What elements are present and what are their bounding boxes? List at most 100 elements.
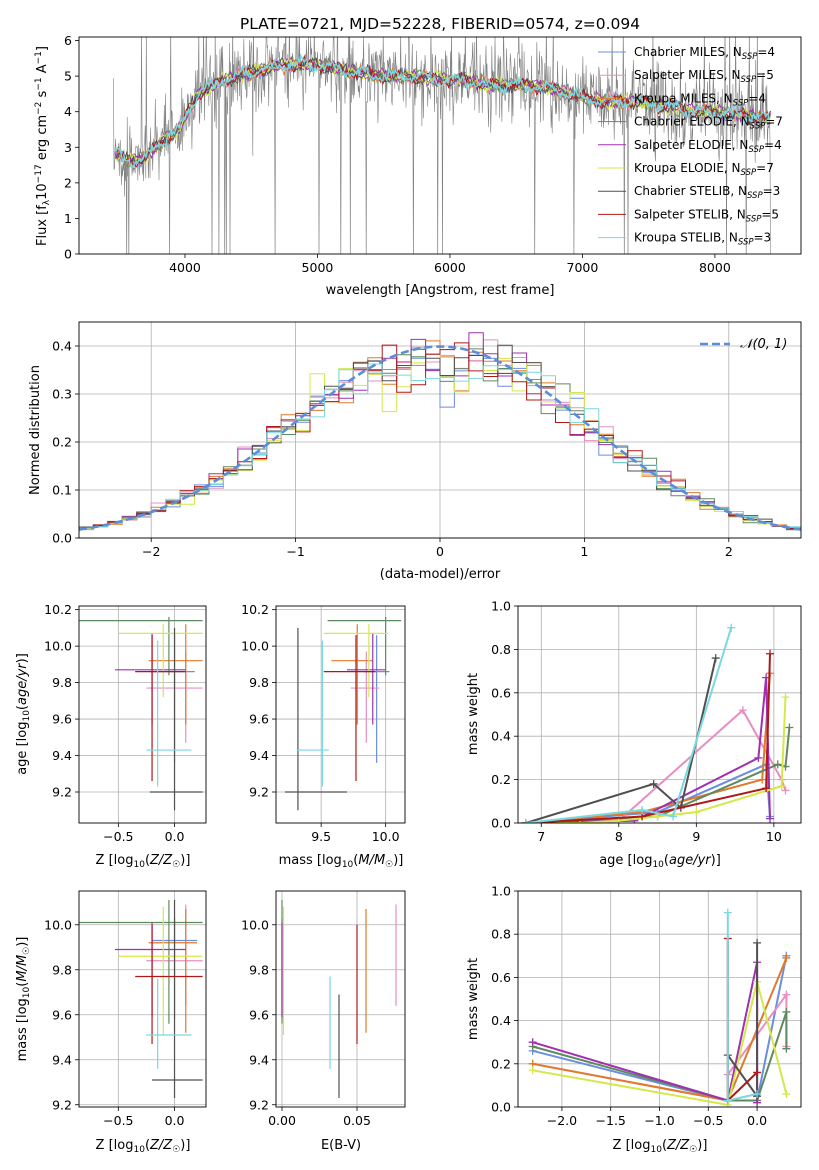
x-axis-label-part: M/M [358, 853, 385, 868]
axes-border [78, 890, 207, 1108]
legend-entry: Chabrier ELODIE, NSSP=7 [634, 115, 783, 132]
x-axis-label-part: 10 [342, 860, 354, 870]
errorbar-point [323, 635, 376, 782]
weight-marker [753, 1068, 762, 1077]
weight-marker [521, 819, 530, 823]
weight-line [525, 627, 733, 823]
y-tick-label: 10.2 [241, 602, 269, 617]
y-tick-label: 0.8 [491, 642, 511, 657]
x-axis-label-part: ( [353, 853, 358, 868]
legend-entry-count: =3 [754, 231, 772, 245]
x-tick-label: 5000 [302, 260, 334, 275]
x-tick-label: −2 [142, 544, 160, 559]
y-tick-label: 0.3 [52, 387, 72, 402]
legend-entry-count: =4 [748, 91, 766, 105]
y-tick-label: 9.2 [249, 785, 269, 800]
legend-entry-label: Salpeter ELODIE, N [634, 138, 748, 152]
residual-histogram [79, 363, 801, 532]
x-tick-label: 6000 [434, 260, 466, 275]
x-axis-label: age [log10(age/yr)] [599, 853, 721, 870]
legend-entry-label: Kroupa STELIB, N [634, 231, 738, 245]
errorbar-point [296, 640, 329, 787]
weight-marker [649, 779, 658, 788]
axes-border [275, 890, 406, 1108]
x-axis-label-part: mass [log [279, 853, 342, 868]
legend-entry: Chabrier MILES, NSSP=4 [634, 45, 775, 62]
y-tick-label: 9.6 [249, 712, 269, 727]
axes-frame: 4000 5000 6000 7000 8000 0 1 2 3 4 5 6 [64, 33, 802, 275]
y-tick-label: 0.4 [52, 339, 72, 354]
errorbar-point [146, 640, 192, 787]
axes-border [78, 36, 802, 255]
x-tick-label: −1 [286, 544, 304, 559]
y-tick-label: 0.0 [491, 816, 511, 831]
errorbar-point [148, 909, 198, 1033]
x-tick-label: 0.0 [747, 1113, 767, 1128]
y-tick-label: 3 [64, 140, 72, 155]
y-tick-label: 9.2 [249, 1097, 269, 1112]
weight-line [532, 981, 788, 1106]
x-tick-label: 0.0 [165, 829, 185, 844]
weight-series [521, 654, 720, 823]
y-tick-label: 1.0 [491, 884, 511, 899]
y-tick-label: 10.0 [44, 917, 72, 932]
weight-series [723, 938, 762, 1101]
weight-marker [669, 812, 678, 821]
x-axis-label: Z [log10(Z/Z☉)] [613, 1138, 708, 1155]
y-tick-label: 9.4 [249, 748, 269, 763]
y-tick-label: 9.4 [249, 1052, 269, 1067]
axes-frame: −0.5 0.0 9.2 9.4 9.6 9.8 10.0 10.2 [44, 602, 207, 844]
x-axis-label-part: Z/Z [149, 853, 173, 868]
y-axis-label: mass [log10(M/M☉)] [15, 937, 32, 1062]
x-axis-label-part: Z/Z [149, 1138, 173, 1153]
axes-border [517, 605, 802, 824]
legend-entry-label: Chabrier ELODIE, N [634, 115, 750, 129]
x-axis-label-part: Z [log [613, 1138, 651, 1153]
y-axis-label-part: ☉ [22, 947, 32, 955]
weight-line [726, 942, 759, 1100]
x-axis-label-part: ( [145, 853, 150, 868]
weight-marker [773, 760, 782, 769]
y-axis-label-part: A [35, 64, 50, 77]
weight-marker [782, 953, 791, 962]
x-tick-label: 4000 [169, 260, 201, 275]
weight-marker [753, 1090, 762, 1099]
y-axis-label-part: λ [42, 199, 52, 205]
x-axis-label-part: )] [180, 1138, 190, 1153]
legend-entry-count: =4 [764, 138, 782, 152]
weight-series [521, 693, 790, 823]
x-tick-label: 7000 [567, 260, 599, 275]
x-tick-label: −0.5 [693, 1113, 723, 1128]
errorbar-point [331, 624, 373, 725]
y-tick-label: 9.4 [52, 1052, 72, 1067]
y-tick-label: 10.0 [44, 639, 72, 654]
weight-marker [528, 1066, 537, 1075]
y-tick-label: 9.2 [52, 785, 72, 800]
y-tick-label: 9.8 [52, 962, 72, 977]
legend-entry-count: =7 [756, 161, 774, 175]
y-axis-label-part: ( [15, 705, 30, 710]
y-tick-label: 9.4 [52, 748, 72, 763]
weight-marker [785, 723, 794, 732]
y-axis-label-part: −2 [34, 102, 44, 115]
errorbar-point [135, 635, 186, 782]
legend-entry-label: Chabrier MILES, N [634, 45, 742, 59]
x-tick-label: 10.0 [372, 829, 400, 844]
y-tick-label: 9.8 [249, 962, 269, 977]
legend-entry-count: =7 [765, 115, 783, 129]
weight-series [521, 673, 774, 823]
x-tick-label: 2 [725, 544, 733, 559]
weight-marker [723, 908, 732, 917]
x-tick-label: −2.0 [547, 1113, 577, 1128]
x-tick-label: 0.00 [268, 1113, 296, 1128]
legend-entry-label: Kroupa MILES, N [634, 91, 733, 105]
y-axis-label-part: −1 [34, 77, 44, 90]
x-axis-label-part: 10 [133, 1145, 145, 1155]
y-tick-label: 0.4 [491, 1013, 511, 1028]
panel-mass_vs_Z: −0.5 0.09.29.49.69.810.0Z [log10(Z/Z☉)]ma… [15, 890, 207, 1155]
weight-marker [782, 990, 791, 999]
x-axis-label: E(B-V) [321, 1138, 361, 1153]
x-axis-label-part: 10 [133, 860, 145, 870]
plot-area [79, 900, 203, 1098]
